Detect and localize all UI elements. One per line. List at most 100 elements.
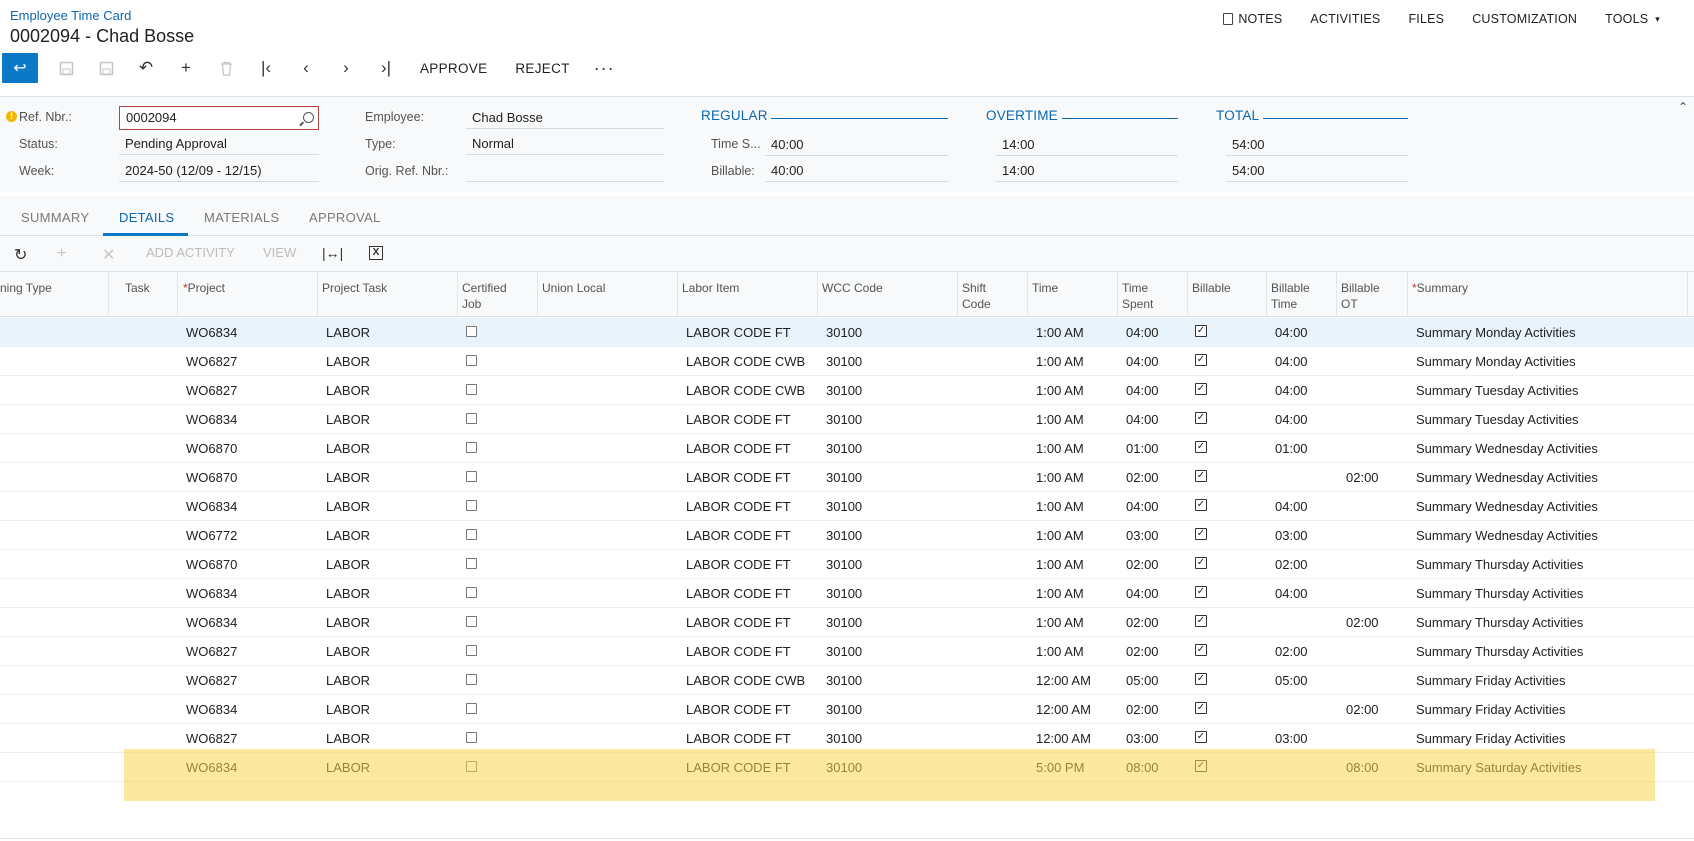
billable-checkbox[interactable]: ✓ <box>1195 673 1207 685</box>
tools-link[interactable]: TOOLS ▾ <box>1605 12 1660 26</box>
cell-time-spent[interactable]: 04:00 <box>1126 412 1159 427</box>
cell-project[interactable]: WO6772 <box>186 528 238 543</box>
cell-time[interactable]: 12:00 AM <box>1036 673 1091 688</box>
last-record-button[interactable]: ›| <box>366 53 406 83</box>
tab-summary[interactable]: SUMMARY <box>21 210 90 225</box>
cell-wcc[interactable]: 30100 <box>826 731 863 746</box>
table-row[interactable]: WO6834 LABOR LABOR CODE FT 30100 1:00 AM 04:0… <box>0 579 1694 608</box>
notes-link[interactable]: NOTES <box>1209 12 1296 26</box>
cell-summary[interactable]: Summary Friday Activities <box>1416 731 1566 746</box>
search-icon[interactable] <box>303 112 314 123</box>
table-row[interactable]: WO6870 LABOR LABOR CODE FT 30100 1:00 AM 02:0… <box>0 463 1694 492</box>
view-button[interactable]: VIEW <box>263 245 297 260</box>
cell-wcc[interactable]: 30100 <box>826 325 863 340</box>
cell-time-spent[interactable]: 02:00 <box>1126 615 1159 630</box>
cell-project-task[interactable]: LABOR <box>326 412 371 427</box>
billable-checkbox[interactable]: ✓ <box>1195 354 1207 366</box>
col-certified-job[interactable]: Certified Job <box>462 281 507 311</box>
certified-job-checkbox[interactable] <box>466 732 477 743</box>
table-row[interactable]: WO6834 LABOR LABOR CODE FT 30100 12:00 AM 02:… <box>0 695 1694 724</box>
col-shift-code[interactable]: Shift Code <box>962 281 991 311</box>
cell-time[interactable]: 1:00 AM <box>1036 499 1084 514</box>
cell-project[interactable]: WO6827 <box>186 354 238 369</box>
cell-wcc[interactable]: 30100 <box>826 528 863 543</box>
table-row[interactable]: WO6827 LABOR LABOR CODE FT 30100 1:00 AM 02:0… <box>0 637 1694 666</box>
activities-link[interactable]: ACTIVITIES <box>1310 12 1381 26</box>
table-row[interactable]: WO6870 LABOR LABOR CODE FT 30100 1:00 AM 01:0… <box>0 434 1694 463</box>
table-row[interactable]: WO6827 LABOR LABOR CODE CWB 30100 1:00 AM 04:… <box>0 376 1694 405</box>
billable-checkbox[interactable]: ✓ <box>1195 383 1207 395</box>
cell-wcc[interactable]: 30100 <box>826 354 863 369</box>
previous-record-button[interactable]: ‹ <box>286 53 326 83</box>
cell-labor-item[interactable]: LABOR CODE CWB <box>686 383 806 398</box>
cell-time[interactable]: 1:00 AM <box>1036 470 1084 485</box>
customization-link[interactable]: CUSTOMIZATION <box>1472 12 1578 26</box>
cell-billable-time[interactable]: 02:00 <box>1275 557 1308 572</box>
cell-project-task[interactable]: LABOR <box>326 702 371 717</box>
cell-billable-time[interactable]: 04:00 <box>1275 354 1308 369</box>
first-record-button[interactable]: |‹ <box>246 53 286 83</box>
certified-job-checkbox[interactable] <box>466 645 477 656</box>
cell-project-task[interactable]: LABOR <box>326 499 371 514</box>
back-button[interactable]: ↩ <box>2 53 38 83</box>
certified-job-checkbox[interactable] <box>466 558 477 569</box>
cell-project[interactable]: WO6834 <box>186 325 238 340</box>
cell-time[interactable]: 1:00 AM <box>1036 441 1084 456</box>
cell-billable-time[interactable]: 02:00 <box>1275 644 1308 659</box>
cell-time-spent[interactable]: 04:00 <box>1126 586 1159 601</box>
cell-billable-time[interactable]: 03:00 <box>1275 528 1308 543</box>
col-task[interactable]: Task <box>125 281 150 295</box>
cell-time[interactable]: 1:00 AM <box>1036 528 1084 543</box>
billable-checkbox[interactable]: ✓ <box>1195 470 1207 482</box>
cell-summary[interactable]: Summary Tuesday Activities <box>1416 412 1579 427</box>
cell-wcc[interactable]: 30100 <box>826 383 863 398</box>
cell-project[interactable]: WO6870 <box>186 470 238 485</box>
col-time-spent[interactable]: Time Spent <box>1122 281 1154 311</box>
cell-labor-item[interactable]: LABOR CODE FT <box>686 557 791 572</box>
screen-title-link[interactable]: Employee Time Card <box>10 8 132 23</box>
cell-labor-item[interactable]: LABOR CODE FT <box>686 615 791 630</box>
cell-billable-time[interactable]: 04:00 <box>1275 383 1308 398</box>
certified-job-checkbox[interactable] <box>466 413 477 424</box>
cell-labor-item[interactable]: LABOR CODE CWB <box>686 673 806 688</box>
tab-approval[interactable]: APPROVAL <box>309 210 381 225</box>
cell-wcc[interactable]: 30100 <box>826 586 863 601</box>
cell-time-spent[interactable]: 05:00 <box>1126 673 1159 688</box>
save-button[interactable] <box>86 53 126 83</box>
billable-checkbox[interactable]: ✓ <box>1195 731 1207 743</box>
employee-field[interactable]: Chad Bosse <box>466 107 664 129</box>
cell-labor-item[interactable]: LABOR CODE FT <box>686 412 791 427</box>
add-activity-button[interactable]: ADD ACTIVITY <box>146 245 235 260</box>
billable-checkbox[interactable]: ✓ <box>1195 615 1207 627</box>
cell-time-spent[interactable]: 03:00 <box>1126 731 1159 746</box>
cell-labor-item[interactable]: LABOR CODE CWB <box>686 354 806 369</box>
cell-wcc[interactable]: 30100 <box>826 441 863 456</box>
cell-project[interactable]: WO6870 <box>186 557 238 572</box>
cell-project[interactable]: WO6827 <box>186 383 238 398</box>
cell-project[interactable]: WO6834 <box>186 615 238 630</box>
cell-project[interactable]: WO6834 <box>186 412 238 427</box>
table-row[interactable]: WO6834 LABOR LABOR CODE FT 30100 1:00 AM 04:0… <box>0 405 1694 434</box>
certified-job-checkbox[interactable] <box>466 384 477 395</box>
type-field[interactable]: Normal <box>466 133 664 155</box>
cell-summary[interactable]: Summary Monday Activities <box>1416 354 1576 369</box>
cell-project[interactable]: WO6834 <box>186 586 238 601</box>
cell-project-task[interactable]: LABOR <box>326 325 371 340</box>
ref-nbr-input[interactable]: 0002094 <box>119 106 319 130</box>
cell-time-spent[interactable]: 04:00 <box>1126 354 1159 369</box>
cell-project[interactable]: WO6827 <box>186 673 238 688</box>
cell-wcc[interactable]: 30100 <box>826 557 863 572</box>
cell-time[interactable]: 12:00 AM <box>1036 731 1091 746</box>
refresh-icon[interactable]: ↻ <box>14 247 28 264</box>
cell-billable-time[interactable]: 04:00 <box>1275 325 1308 340</box>
cell-labor-item[interactable]: LABOR CODE FT <box>686 499 791 514</box>
cell-wcc[interactable]: 30100 <box>826 499 863 514</box>
cell-time-spent[interactable]: 01:00 <box>1126 441 1159 456</box>
cell-wcc[interactable]: 30100 <box>826 644 863 659</box>
certified-job-checkbox[interactable] <box>466 471 477 482</box>
col-time[interactable]: Time <box>1032 281 1059 295</box>
cell-wcc[interactable]: 30100 <box>826 412 863 427</box>
cell-billable-ot[interactable]: 02:00 <box>1346 702 1379 717</box>
cell-labor-item[interactable]: LABOR CODE FT <box>686 528 791 543</box>
col-billable-time[interactable]: Billable Time <box>1271 281 1310 311</box>
